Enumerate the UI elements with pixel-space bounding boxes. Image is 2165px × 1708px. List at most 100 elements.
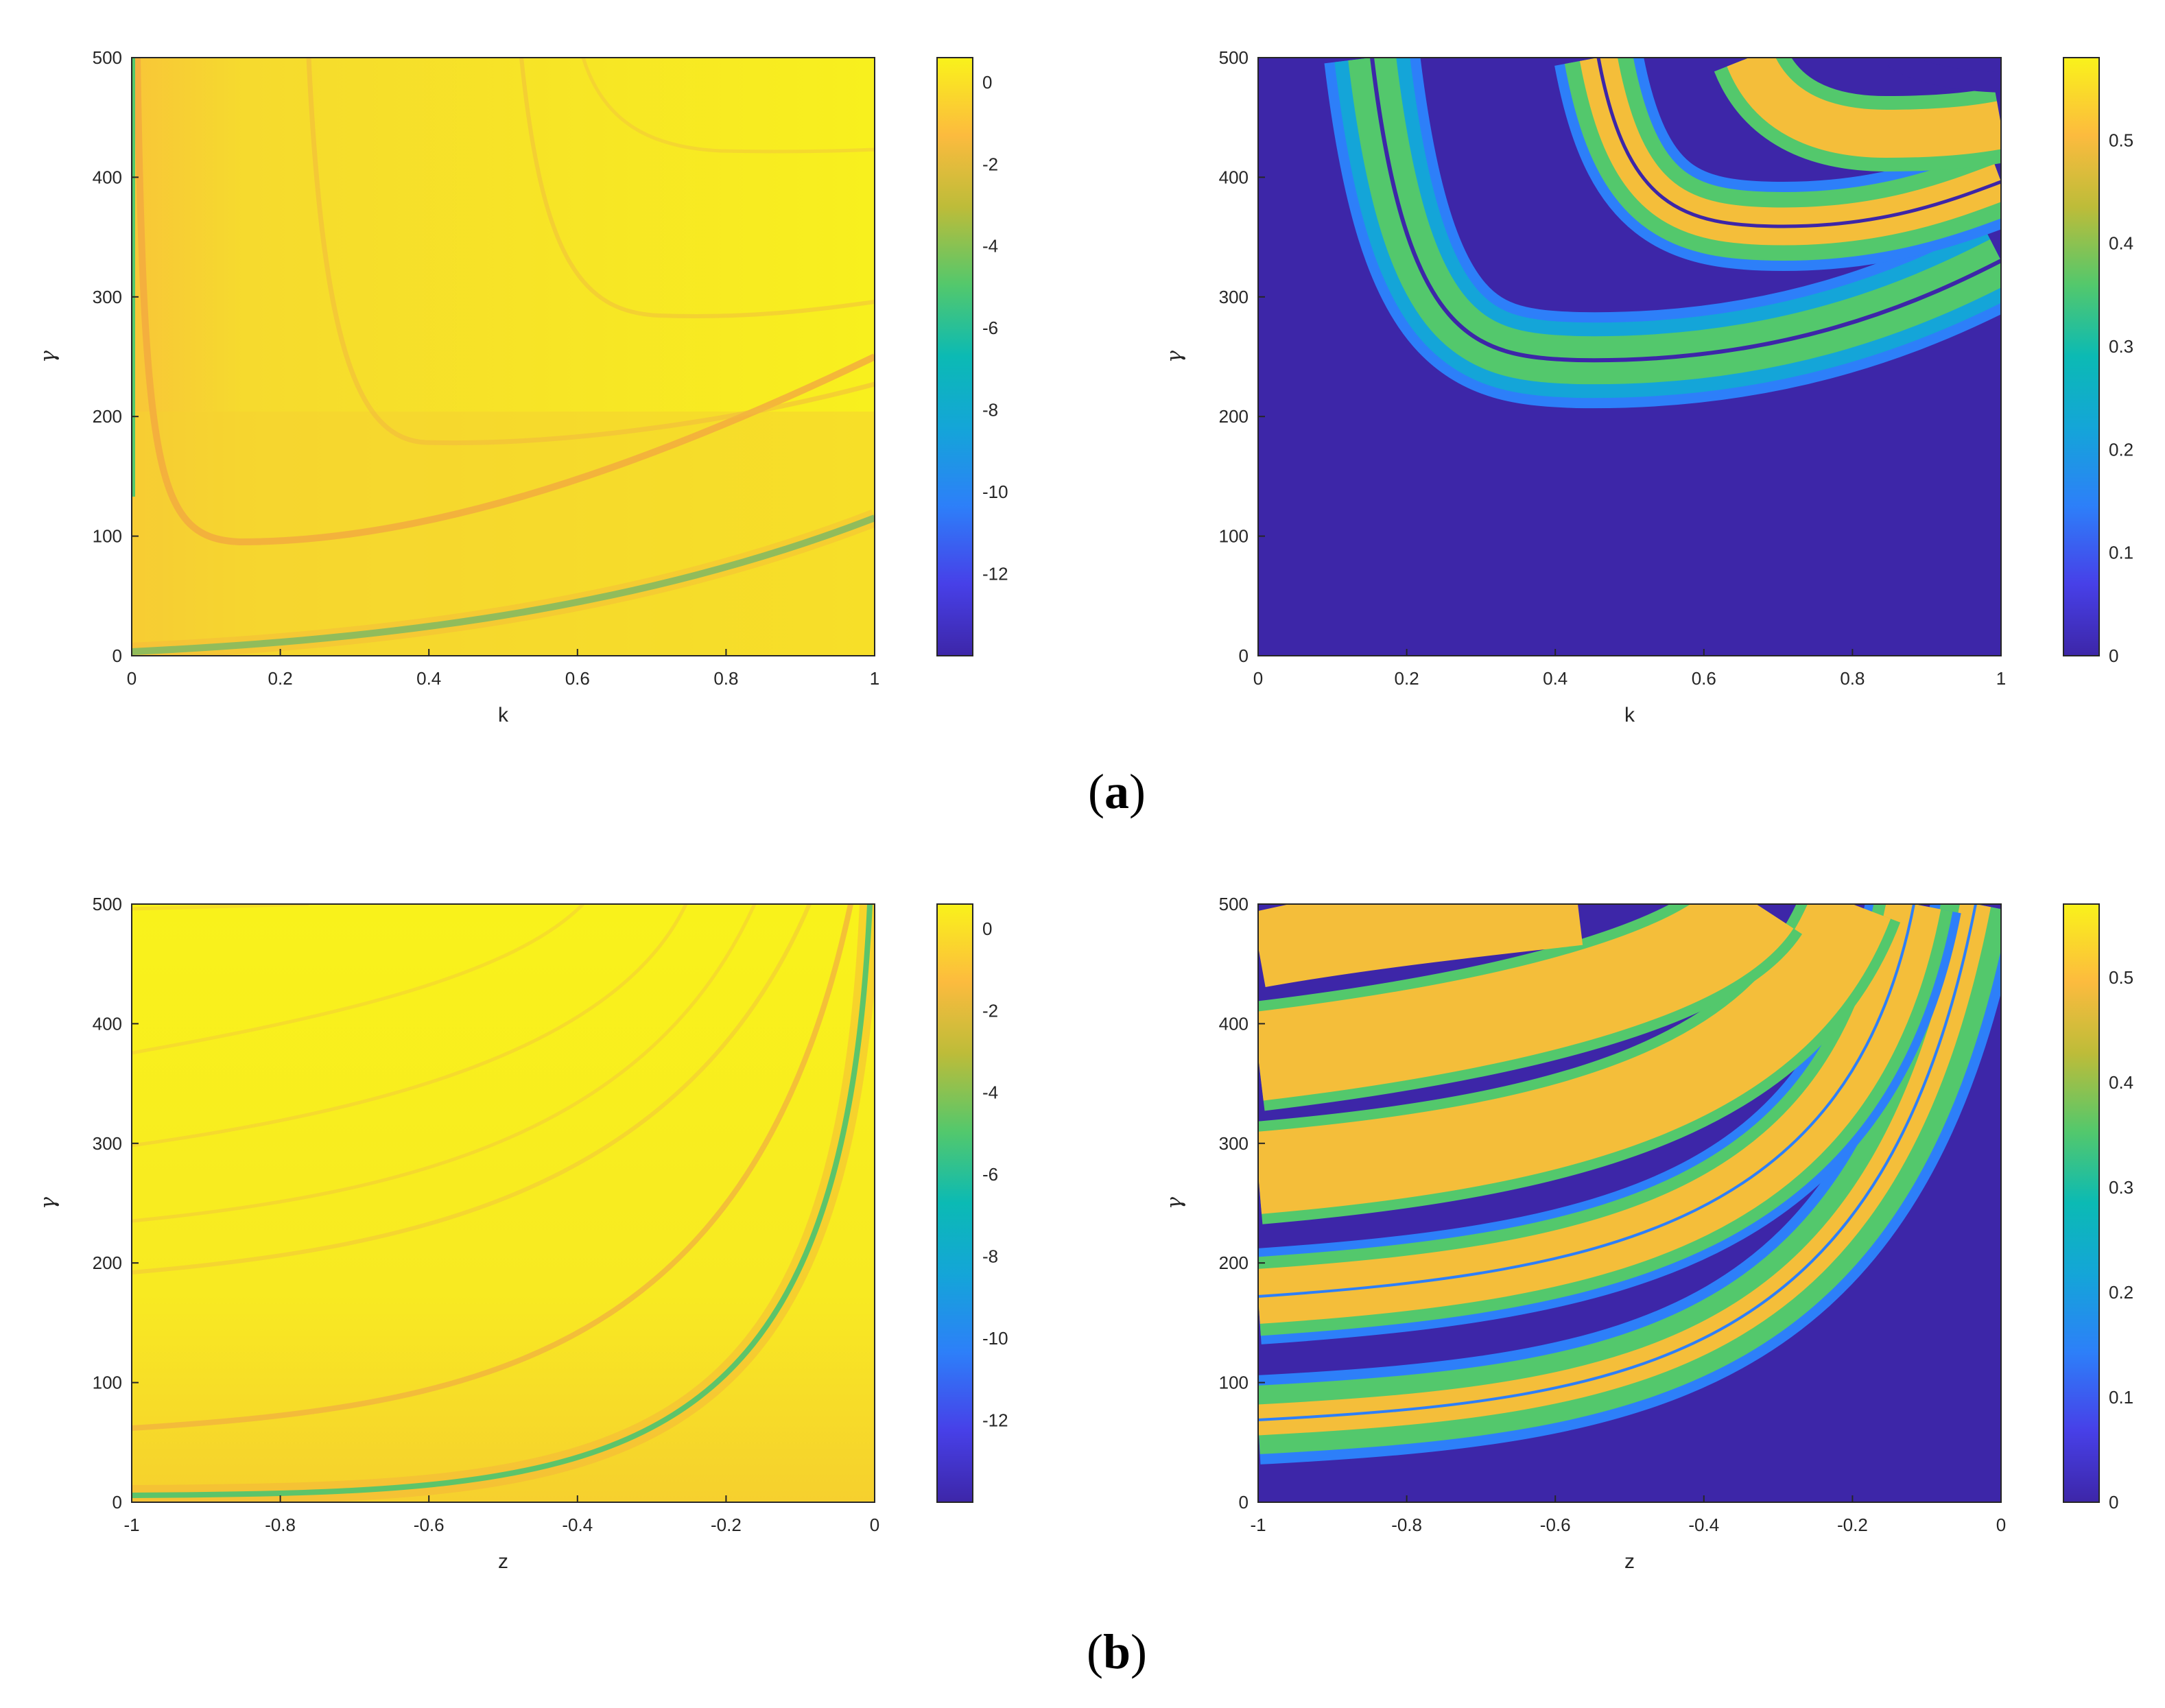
x-tick-label: 0.6 [1692, 668, 1716, 689]
axes-b-right: -1 -0.8 -0.6 -0.4 -0.2 0 0 100 200 300 400 500 z γ 0 0.… [1163, 894, 2133, 1573]
x-tick-label: 0.6 [565, 668, 590, 689]
x-tick-label: -0.6 [414, 1515, 445, 1535]
colorbar-tick-label: -2 [982, 154, 998, 174]
x-tick-label: 0.8 [1840, 668, 1865, 689]
panel-b-right [1258, 904, 2001, 1502]
colorbar-tick-label: -12 [982, 1410, 1008, 1431]
y-tick-label: 200 [1219, 406, 1249, 427]
x-tick-label: -0.2 [711, 1515, 742, 1535]
y-tick-label: 100 [1219, 1373, 1249, 1393]
colorbar-tick-label: 0 [2109, 645, 2118, 666]
colorbar-tick-label: -12 [982, 564, 1008, 584]
x-tick-label: -0.8 [265, 1515, 296, 1535]
x-tick-label: -1 [123, 1515, 139, 1535]
y-tick-label: 500 [1219, 47, 1249, 68]
x-tick-label: 0 [1996, 1515, 2006, 1535]
x-tick-label: 0.4 [1543, 668, 1567, 689]
x-tick-label: 0 [127, 668, 137, 689]
plot-frame-b-right [1257, 903, 2002, 1503]
x-axis-label: z [498, 1550, 508, 1573]
colorbar-tick-label: 0.2 [2109, 1282, 2133, 1303]
y-axis-label: γ [1163, 1197, 1187, 1209]
y-tick-label: 0 [1239, 645, 1249, 666]
colorbar-tick-label: 0.1 [2109, 543, 2133, 563]
y-tick-label: 500 [93, 894, 122, 914]
axes-a-left: 0 0.2 0.4 0.6 0.8 1 0 100 200 300 400 500 k γ 0 -2 -4 -6 -… [36, 47, 1008, 726]
plot-frame-b-left [131, 903, 875, 1503]
y-tick-label: 300 [93, 287, 122, 307]
panel-b-left [132, 904, 875, 1502]
x-tick-label: -0.2 [1837, 1515, 1868, 1535]
colorbar-tick-label: -10 [982, 482, 1008, 502]
colorbar-a-left [936, 57, 973, 656]
y-tick-label: 200 [93, 406, 122, 427]
heatmap-a-left [132, 58, 875, 656]
x-axis-label: z [1624, 1550, 1635, 1573]
y-tick-label: 300 [93, 1133, 122, 1154]
panel-a-left [132, 58, 875, 656]
y-tick-label: 400 [93, 167, 122, 187]
heatmap-b-right [1258, 904, 2001, 1502]
colorbar-tick-label: 0.4 [2109, 1072, 2133, 1093]
x-axis-label: k [498, 704, 509, 726]
x-tick-label: -0.8 [1391, 1515, 1422, 1535]
colorbar-tick-label: 0.3 [2109, 1177, 2133, 1198]
x-axis-label: k [1624, 704, 1635, 726]
y-tick-label: 100 [93, 526, 122, 547]
x-tick-label: 1 [1996, 668, 2006, 689]
x-tick-label: 0.2 [1395, 668, 1419, 689]
colorbar-tick-label: -6 [982, 1164, 998, 1185]
colorbar-tick-label: -8 [982, 400, 998, 420]
plot-frame-a-left [131, 57, 875, 656]
y-tick-label: 0 [1239, 1492, 1249, 1513]
colorbar-tick-label: 0.3 [2109, 336, 2133, 357]
y-tick-label: 400 [93, 1013, 122, 1034]
heatmap-a-right [1258, 58, 2001, 656]
y-axis-label: γ [1163, 351, 1187, 363]
y-tick-label: 200 [1219, 1253, 1249, 1273]
colorbar-tick-label: -6 [982, 318, 998, 338]
y-tick-label: 200 [93, 1253, 122, 1273]
colorbar-tick-label: 0.5 [2109, 130, 2133, 150]
colorbar-tick-label: -10 [982, 1328, 1008, 1349]
colorbar-tick-label: -2 [982, 1000, 998, 1021]
x-tick-label: 0.4 [416, 668, 441, 689]
plot-frame-a-right [1257, 57, 2002, 656]
colorbar-a-left-gradient [936, 57, 973, 656]
caption-a: (a) [1088, 764, 1146, 819]
y-axis-label: γ [36, 1197, 60, 1209]
x-tick-label: 0 [1253, 668, 1263, 689]
colorbar-b-right-gradient [2063, 903, 2100, 1503]
caption-b: (b) [1087, 1624, 1147, 1679]
y-tick-label: 0 [113, 645, 122, 666]
colorbar-tick-label: 0.2 [2109, 439, 2133, 460]
y-tick-label: 300 [1219, 1133, 1249, 1154]
x-tick-label: -0.4 [1688, 1515, 1719, 1535]
y-tick-label: 400 [1219, 1013, 1249, 1034]
colorbar-tick-label: 0 [2109, 1492, 2118, 1513]
y-tick-label: 400 [1219, 167, 1249, 187]
y-tick-label: 100 [93, 1373, 122, 1393]
colorbar-tick-label: 0 [982, 918, 992, 939]
colorbar-tick-label: -8 [982, 1246, 998, 1267]
colorbar-b-left [936, 903, 973, 1503]
y-tick-label: 300 [1219, 287, 1249, 307]
colorbar-tick-label: -4 [982, 236, 998, 257]
y-tick-label: 500 [93, 47, 122, 68]
axes-layer: 0 0.2 0.4 0.6 0.8 10100200300400500kγ0-2-4-6-… [36, 47, 2133, 1573]
colorbar-tick-label: -4 [982, 1082, 998, 1103]
colorbar-tick-label: 0.4 [2109, 233, 2133, 254]
colorbar-tick-label: 0 [982, 72, 992, 93]
x-tick-label: 0 [870, 1515, 879, 1535]
colorbar-a-right [2063, 57, 2100, 656]
x-tick-label: 1 [870, 668, 879, 689]
colorbar-b-left-gradient [936, 903, 973, 1503]
x-tick-label: 0.2 [268, 668, 293, 689]
heatmap-b-left [132, 904, 875, 1502]
x-tick-label: -0.4 [562, 1515, 593, 1535]
colorbar-a-right-gradient [2063, 57, 2100, 656]
y-axis-label: γ [36, 351, 60, 363]
axes-b-left: -1 -0.8 -0.6 -0.4 -0.2 0 0 100 200 300 400 500 z γ 0 -2… [36, 894, 1008, 1573]
panel-a-right [1258, 58, 2001, 656]
